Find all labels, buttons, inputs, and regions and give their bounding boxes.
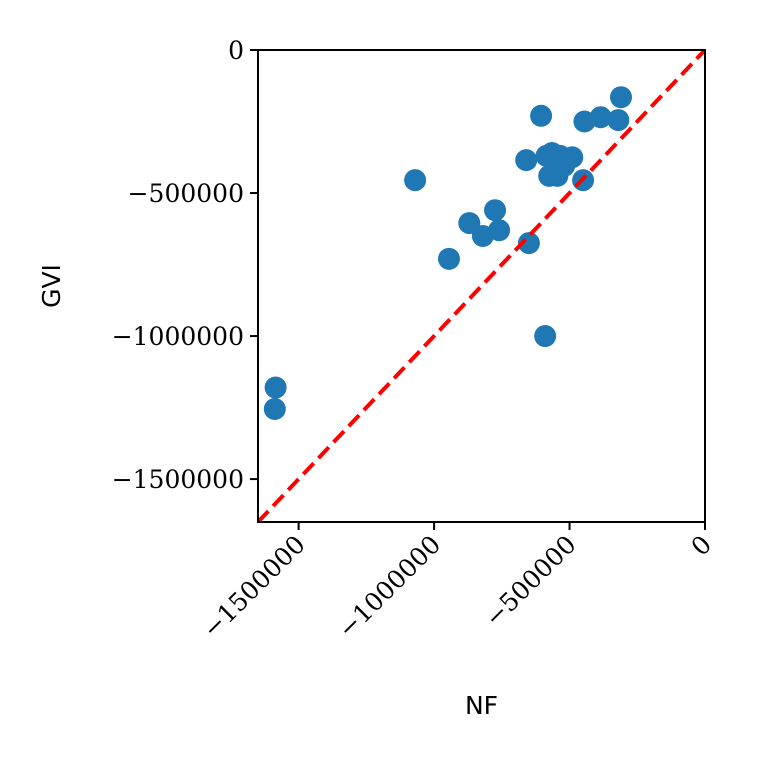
plot-area bbox=[258, 50, 705, 522]
data-point bbox=[561, 146, 584, 169]
data-point bbox=[404, 169, 427, 192]
x-tick-label: −1000000 bbox=[332, 530, 446, 644]
x-axis-label: NF bbox=[465, 691, 498, 720]
reference-line bbox=[258, 50, 705, 522]
x-axis: −1500000 −1000000 −500000 0 bbox=[197, 522, 717, 644]
y-tick-label: −500000 bbox=[128, 179, 244, 208]
y-tick-label: −1000000 bbox=[112, 322, 244, 351]
y-tick-label: −1500000 bbox=[112, 465, 244, 494]
data-point bbox=[607, 109, 630, 132]
data-point bbox=[530, 104, 553, 127]
data-point bbox=[484, 199, 507, 222]
data-point bbox=[488, 219, 511, 242]
y-axis: 0 −500000 −1000000 −1500000 bbox=[112, 36, 258, 494]
plot-frame bbox=[257, 49, 706, 523]
data-point bbox=[534, 325, 557, 348]
y-axis-label: GVI bbox=[37, 264, 66, 308]
y-tick-label: 0 bbox=[228, 36, 244, 65]
data-point bbox=[610, 86, 633, 109]
x-tick-label: −1500000 bbox=[197, 530, 311, 644]
data-point bbox=[264, 376, 287, 399]
data-point bbox=[589, 106, 612, 129]
data-point bbox=[437, 247, 460, 270]
x-tick-label: −500000 bbox=[479, 530, 582, 633]
data-point bbox=[263, 398, 286, 421]
data-point bbox=[517, 232, 540, 255]
x-tick-label: 0 bbox=[685, 530, 717, 562]
data-point bbox=[515, 149, 538, 172]
